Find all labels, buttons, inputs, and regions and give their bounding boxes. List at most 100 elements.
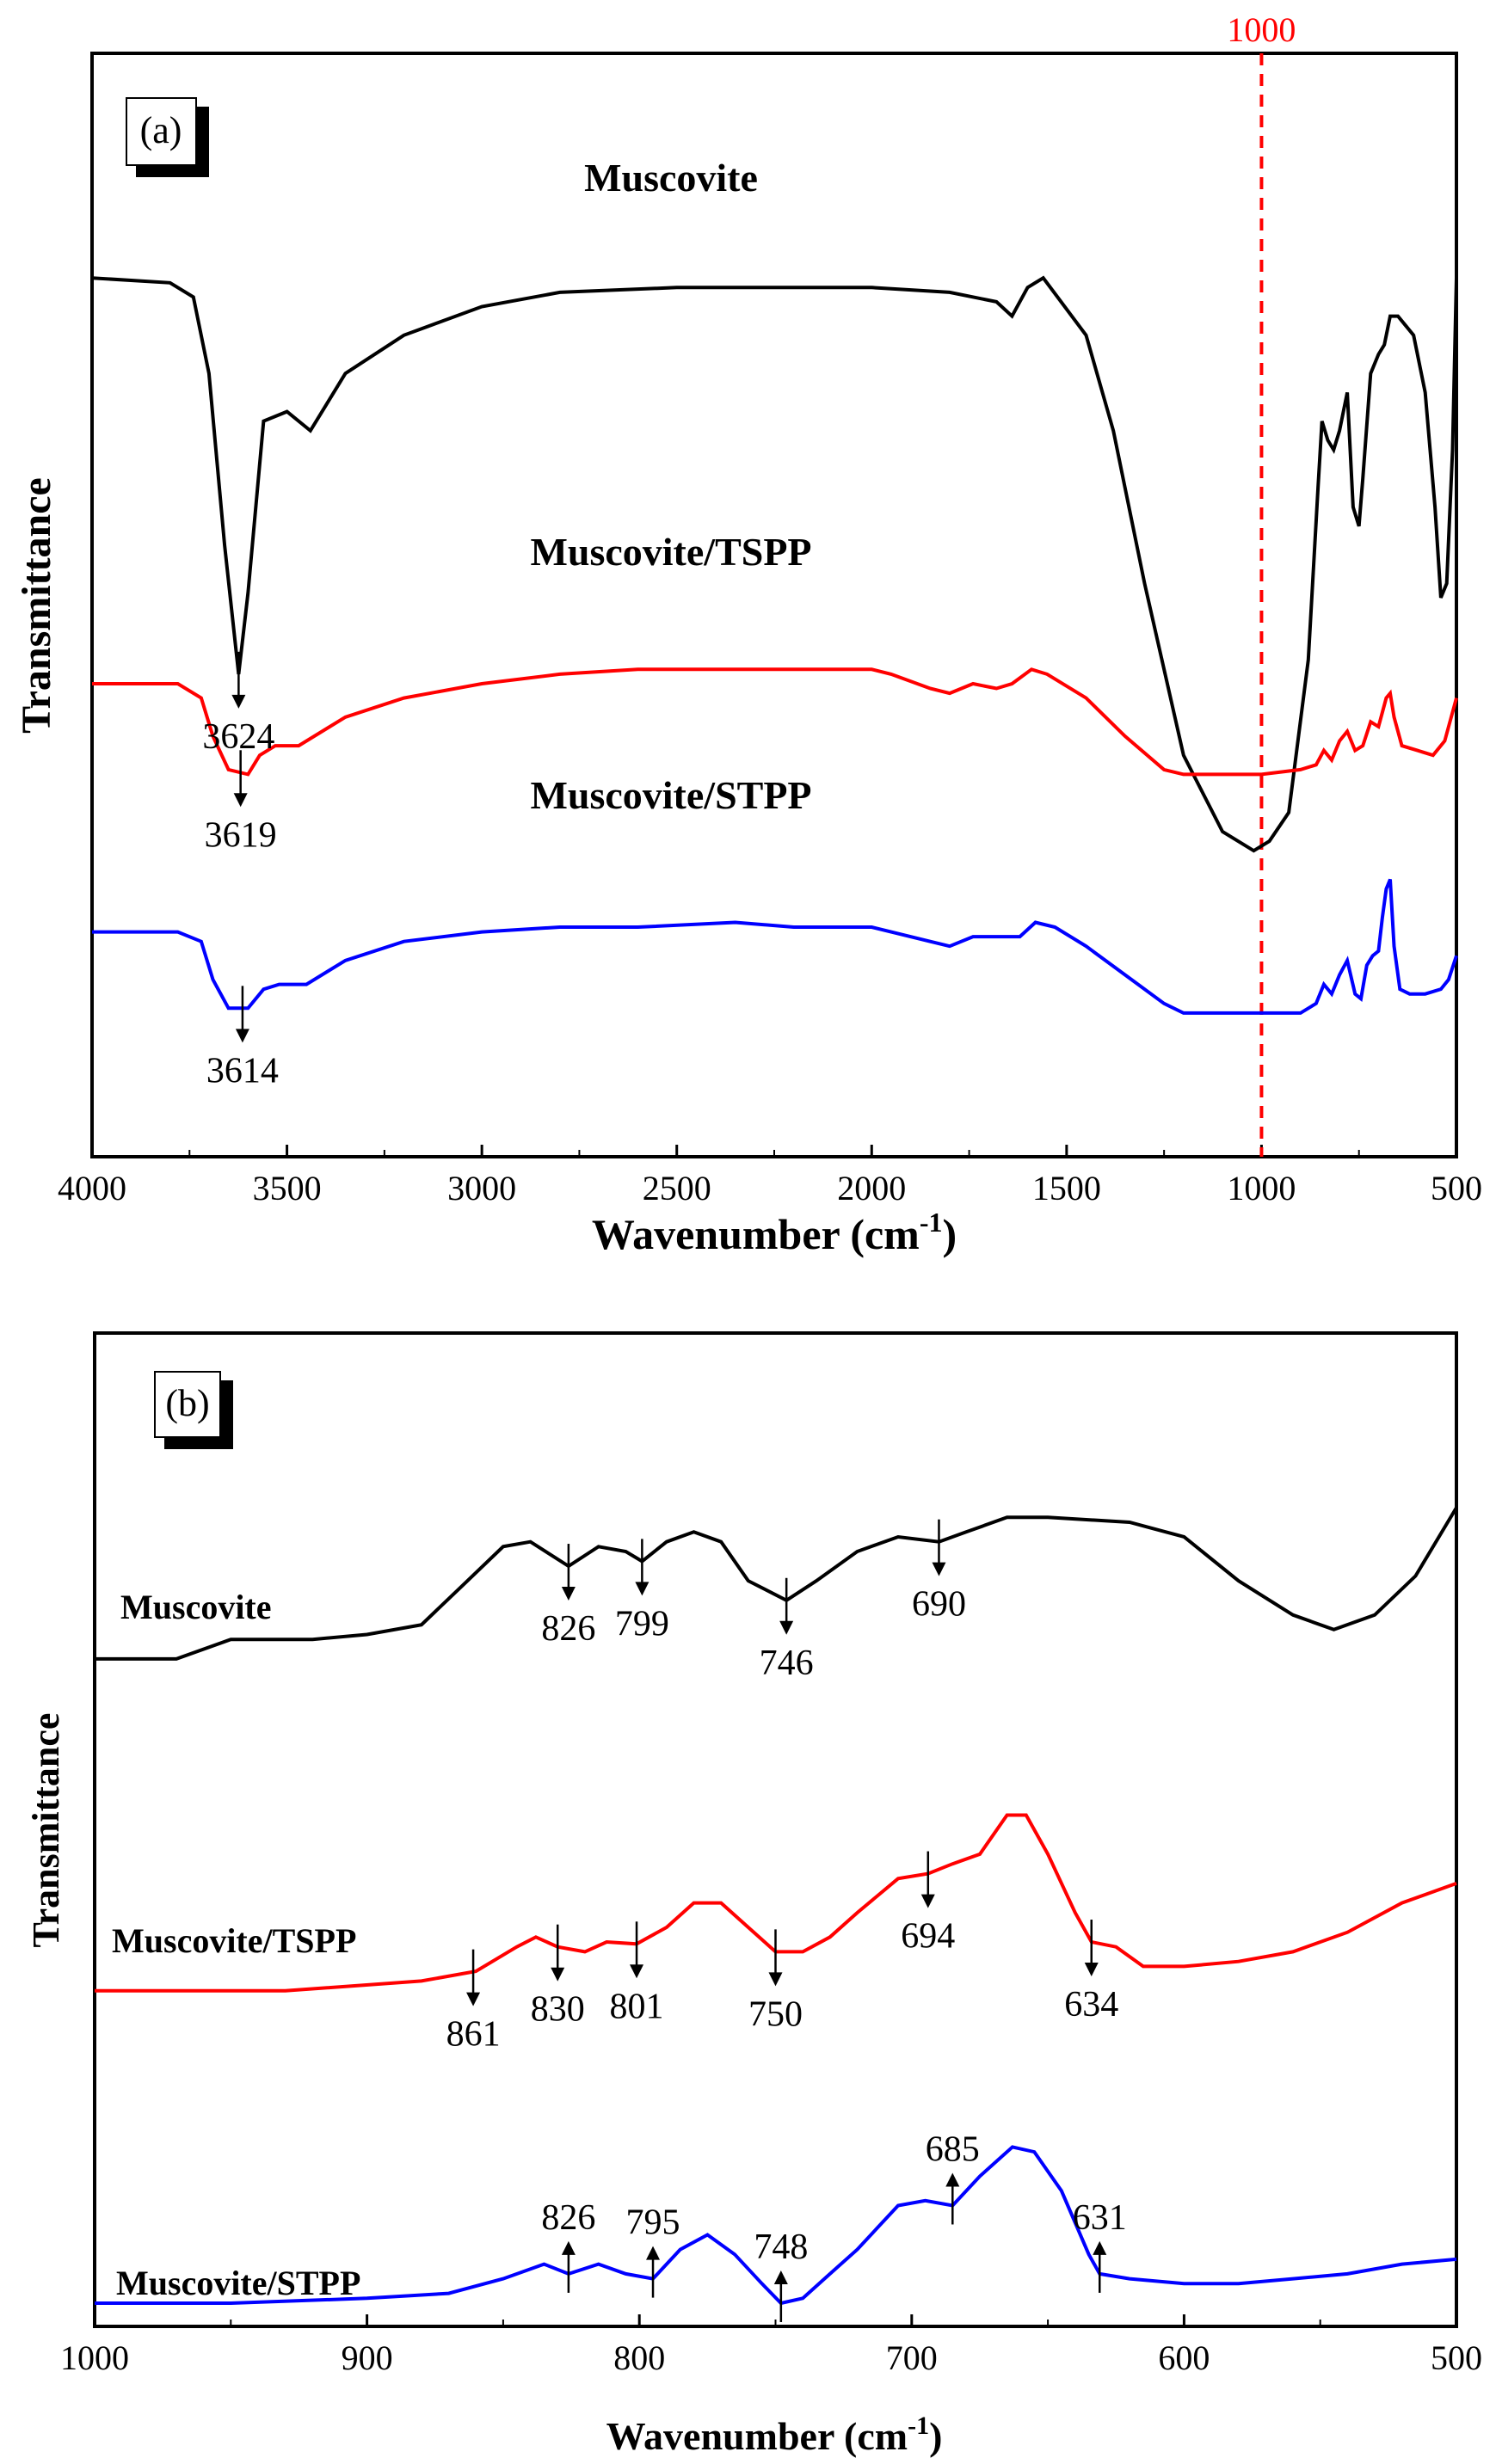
- peak-arrow-head: [466, 1992, 481, 2006]
- peak-muscovite-tspp-3619: 3619: [205, 750, 277, 855]
- series-line-muscovite-stpp: [95, 2145, 1457, 2306]
- x-tick-label: 500: [1431, 1169, 1482, 1207]
- panel-a-xlabel-sup: -1: [920, 1207, 943, 1238]
- peak-arrow-head: [635, 1582, 649, 1596]
- peak-arrow-head: [773, 2270, 788, 2284]
- panel-b-tag-text: (b): [165, 1382, 209, 1424]
- peak-arrow-head: [551, 1967, 565, 1982]
- x-tick-label: 600: [1158, 2338, 1210, 2377]
- x-tick-label: 1000: [1227, 1169, 1296, 1207]
- peak-label: 690: [912, 1585, 966, 1625]
- peak-muscovite-tspp-694: 694: [901, 1851, 955, 1957]
- peak-label: 830: [531, 1990, 585, 2030]
- panel-a-xlabel-main: Wavenumber (cm: [592, 1210, 920, 1258]
- peak-muscovite-stpp-826: 826: [541, 2198, 595, 2293]
- peak-muscovite-tspp-634: 634: [1064, 1920, 1118, 2025]
- peak-arrow-head: [231, 694, 246, 709]
- panel-b-ticks: 1000 900 800 700 600 500: [60, 2314, 1482, 2377]
- x-tick-label: 1000: [60, 2338, 129, 2377]
- panel-a-peak-annotations: 3624 3619 3614: [202, 651, 279, 1091]
- peak-arrow-head: [630, 1964, 644, 1979]
- peak-muscovite-tspp-801: 801: [610, 1921, 664, 2026]
- peak-label: 634: [1064, 1985, 1118, 2025]
- peak-arrow-head: [1084, 1963, 1099, 1977]
- peak-arrow-head: [932, 1562, 946, 1576]
- series-label-muscovite-tspp: Muscovite/TSPP: [112, 1921, 356, 1960]
- x-tick-label: 4000: [58, 1169, 126, 1207]
- peak-arrow-head: [233, 793, 248, 808]
- series-line-muscovite: [91, 275, 1458, 853]
- peak-muscovite-stpp-631: 631: [1073, 2198, 1127, 2293]
- panel-a-ylabel: Transmittance: [14, 477, 59, 734]
- panel-a-ticks: 4000 3500 3000 2500 2000 1500 1000 500: [58, 1145, 1482, 1207]
- panel-b: (b) Transmittance Wavenumber (cm-1) 1000…: [25, 1331, 1482, 2458]
- peak-label: 694: [901, 1917, 955, 1957]
- series-label-muscovite: Muscovite: [120, 1588, 272, 1626]
- peak-muscovite-stpp-795: 795: [626, 2203, 680, 2298]
- peak-arrow-head: [561, 2240, 576, 2255]
- peak-label: 826: [541, 2198, 595, 2238]
- series-line-muscovite-tspp: [92, 667, 1458, 777]
- peak-muscovite-799: 799: [615, 1539, 669, 1644]
- panel-b-frame: [93, 1331, 1458, 2328]
- panel-b-ylabel: Transmittance: [25, 1713, 67, 1948]
- x-tick-label: 2000: [837, 1169, 906, 1207]
- peak-arrow-head: [646, 2246, 661, 2260]
- peak-arrow-head: [945, 2172, 960, 2187]
- x-tick-label: 2500: [643, 1169, 711, 1207]
- peak-arrow-head: [1093, 2240, 1107, 2255]
- peak-label: 801: [610, 1987, 664, 2026]
- reference-line-label: 1000: [1227, 10, 1296, 49]
- series-label-muscovite-stpp: Muscovite/STPP: [530, 773, 811, 817]
- x-tick-label: 1500: [1032, 1169, 1101, 1207]
- peak-label: 748: [754, 2227, 808, 2267]
- x-tick-label: 3000: [447, 1169, 516, 1207]
- panel-a-tag-text: (a): [140, 109, 182, 151]
- series-label-muscovite-stpp: Muscovite/STPP: [116, 2264, 360, 2302]
- x-tick-label: 800: [613, 2338, 665, 2377]
- peak-arrow-head: [779, 1620, 794, 1635]
- peak-arrow-head: [561, 1587, 576, 1601]
- panel-b-xlabel: Wavenumber (cm-1): [606, 2412, 943, 2458]
- peak-muscovite-3624: 3624: [202, 651, 274, 757]
- peak-arrow-head: [920, 1894, 935, 1908]
- peak-label: 746: [760, 1644, 814, 1683]
- peak-label: 631: [1073, 2198, 1127, 2238]
- peak-muscovite-stpp-3614: 3614: [206, 986, 279, 1091]
- peak-label: 826: [541, 1609, 595, 1649]
- peak-label: 750: [748, 1994, 803, 2034]
- series-label-muscovite-tspp: Muscovite/TSPP: [530, 530, 811, 574]
- panel-a-xlabel: Wavenumber (cm-1): [592, 1207, 957, 1258]
- peak-arrow-head: [235, 1029, 249, 1043]
- peak-muscovite-tspp-861: 861: [446, 1949, 501, 2055]
- panel-b-tag: (b): [154, 1371, 233, 1449]
- panel-a-series: [91, 275, 1458, 1015]
- peak-label: 685: [926, 2129, 980, 2169]
- peak-muscovite-stpp-685: 685: [926, 2129, 980, 2225]
- peak-muscovite-746: 746: [760, 1577, 814, 1683]
- panel-b-xlabel-sup: -1: [908, 2412, 929, 2440]
- panel-a-xlabel-close: ): [942, 1210, 957, 1258]
- panel-a-tag-box: [126, 97, 197, 166]
- panel-b-xlabel-close: ): [929, 2414, 942, 2458]
- peak-label: 795: [626, 2203, 680, 2243]
- series-line-muscovite-tspp: [95, 1813, 1457, 1993]
- panel-b-xlabel-main: Wavenumber (cm: [606, 2414, 908, 2458]
- peak-muscovite-690: 690: [912, 1519, 966, 1625]
- peak-label: 3619: [205, 815, 277, 855]
- panel-b-peak-annotations: 826 799 746 690 861 830 801 750 694 634 826 795 748 6…: [446, 1519, 1127, 2322]
- panel-b-tag-box: [154, 1371, 221, 1438]
- peak-label: 3624: [202, 717, 274, 757]
- peak-label: 799: [615, 1604, 669, 1644]
- x-tick-label: 900: [342, 2338, 393, 2377]
- series-label-muscovite: Muscovite: [584, 156, 758, 200]
- series-line-muscovite-stpp: [92, 878, 1458, 1015]
- peak-muscovite-tspp-750: 750: [748, 1929, 803, 2034]
- peak-muscovite-tspp-830: 830: [531, 1924, 585, 2030]
- peak-arrow-head: [768, 1972, 783, 1987]
- x-tick-label: 3500: [253, 1169, 322, 1207]
- peak-muscovite-stpp-748: 748: [754, 2227, 808, 2322]
- x-tick-label: 700: [886, 2338, 938, 2377]
- series-line-muscovite: [95, 1506, 1458, 1661]
